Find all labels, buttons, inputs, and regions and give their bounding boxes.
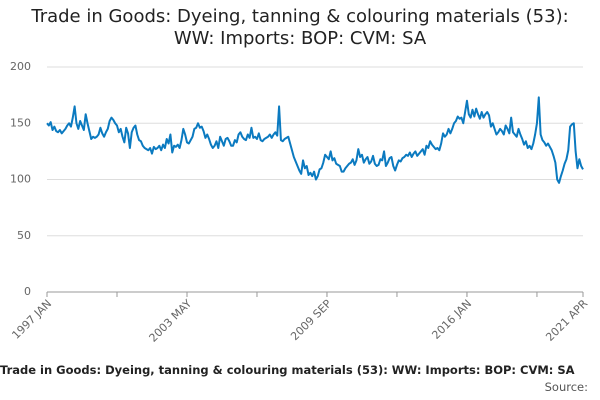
data-line (46, 96, 584, 184)
caption: Trade in Goods: Dyeing, tanning & colour… (0, 363, 575, 377)
x-tick-label: 2003 MAY (147, 297, 195, 345)
chart-title: Trade in Goods: Dyeing, tanning & colour… (31, 6, 569, 49)
y-tick-label: 0 (24, 285, 31, 298)
x-tick-label: 1997 JAN (9, 297, 54, 342)
x-tick-label: 2009 SEP (288, 297, 334, 343)
x-tick-label: 2016 JAN (429, 297, 474, 342)
x-tick-label: 2021 APR (543, 297, 590, 344)
y-tick-label: 100 (10, 173, 31, 186)
y-tick-label: 50 (17, 229, 31, 242)
source: Source: (544, 380, 588, 394)
y-tick-label: 200 (10, 60, 31, 73)
y-tick-label: 150 (10, 116, 31, 129)
